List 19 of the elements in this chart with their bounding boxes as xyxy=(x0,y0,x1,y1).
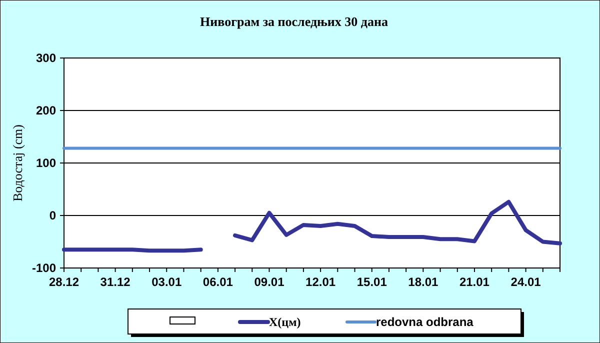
y-tick-label: 200 xyxy=(36,104,56,118)
x-tick-label: 06.01 xyxy=(202,275,234,289)
y-tick-label: 0 xyxy=(49,208,56,222)
x-tick-label: 12.01 xyxy=(306,275,336,289)
x-tick-label: 09.01 xyxy=(254,275,285,289)
x-tick-label: 31.12 xyxy=(100,275,131,289)
y-tick-label: 300 xyxy=(36,51,56,65)
legend-label: X(цм) xyxy=(269,315,301,329)
legend-label: redovna odbrana xyxy=(376,315,474,329)
x-tick-label: 21.01 xyxy=(459,275,490,289)
chart-title: Нивограм за последњих 30 дана xyxy=(200,14,388,29)
x-tick-label: 03.01 xyxy=(152,275,182,289)
y-axis-title: Водостај (cm) xyxy=(10,124,25,202)
y-tick-label: 100 xyxy=(36,156,56,170)
y-tick-label: -100 xyxy=(32,261,56,275)
x-tick-label: 15.01 xyxy=(356,275,388,289)
x-tick-label: 18.01 xyxy=(408,275,439,289)
x-tick-label: 24.01 xyxy=(510,275,542,289)
x-tick-label: 28.12 xyxy=(48,275,80,289)
